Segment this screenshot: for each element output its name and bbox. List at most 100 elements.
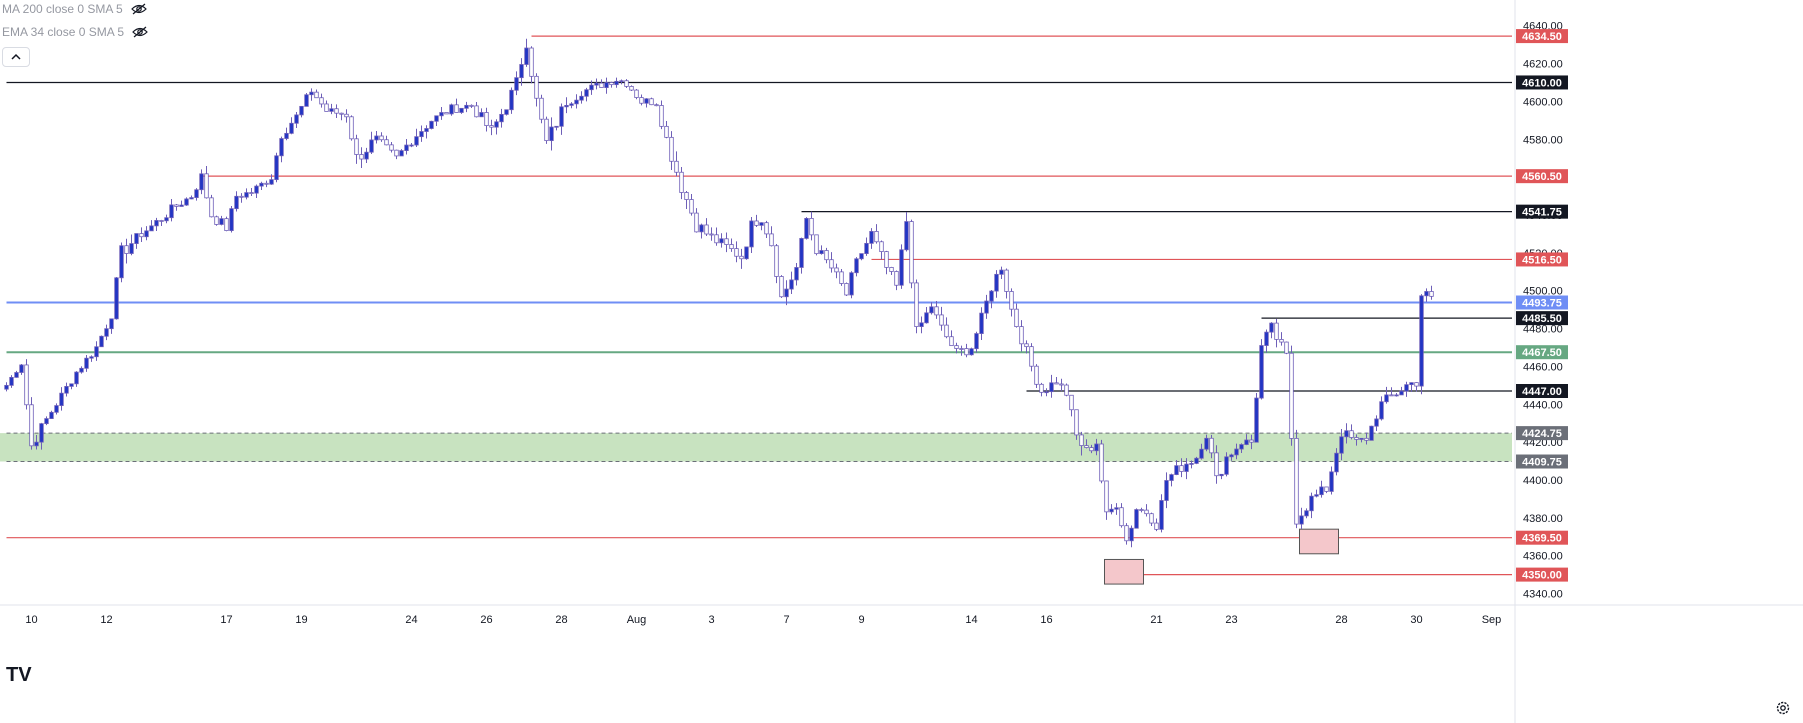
candle-body xyxy=(644,98,649,104)
candle-body xyxy=(1214,452,1219,477)
candle-body xyxy=(1369,425,1374,441)
candle-body xyxy=(369,139,374,153)
candle-body xyxy=(1049,382,1054,393)
candle-body xyxy=(949,336,954,347)
candle-body xyxy=(739,255,744,260)
y-tick-label: 4440.00 xyxy=(1523,399,1563,411)
price-label: 4447.00 xyxy=(1522,386,1562,398)
candle-body xyxy=(1194,457,1199,464)
candle-body xyxy=(869,231,874,244)
candle-body xyxy=(1124,525,1129,542)
candle-body xyxy=(699,224,704,233)
candle-body xyxy=(899,249,904,286)
y-tick-label: 4500.00 xyxy=(1523,286,1563,298)
candle-body xyxy=(704,224,709,235)
candle-body xyxy=(94,346,99,358)
chevron-up-icon xyxy=(11,53,21,60)
candle-body xyxy=(654,104,659,107)
price-label: 4467.50 xyxy=(1522,347,1562,359)
candle-body xyxy=(489,125,494,128)
candle-body xyxy=(754,220,759,226)
x-tick-label: 21 xyxy=(1150,614,1162,626)
candle-body xyxy=(729,244,734,250)
candle-body xyxy=(674,160,679,173)
candle-body xyxy=(629,86,634,91)
x-tick-label: 28 xyxy=(1335,614,1347,626)
candle-body xyxy=(599,82,604,88)
gear-icon[interactable] xyxy=(1775,700,1791,716)
y-tick-label: 4380.00 xyxy=(1523,513,1563,525)
candle-body xyxy=(554,125,559,128)
candle-body xyxy=(259,182,264,187)
price-label-badge xyxy=(1516,454,1568,469)
candle-body xyxy=(1404,384,1409,392)
candle-body xyxy=(299,105,304,116)
candle-body xyxy=(1229,454,1234,458)
indicator-ma200[interactable]: MA 200 close 0 SMA 5 xyxy=(2,2,147,16)
candle-body xyxy=(564,105,569,108)
x-tick-label: Sep xyxy=(1482,614,1502,626)
candle-body xyxy=(1154,522,1159,530)
x-tick-label: 14 xyxy=(965,614,977,626)
y-tick-label: 4600.00 xyxy=(1523,96,1563,108)
x-tick-label: 7 xyxy=(783,614,789,626)
candle-body xyxy=(724,238,729,245)
candle-body xyxy=(459,107,464,113)
candle-body xyxy=(1189,463,1194,465)
candle-body xyxy=(1379,401,1384,420)
candle-body xyxy=(414,136,419,146)
candle-body xyxy=(1149,513,1154,524)
eye-crossed-icon[interactable] xyxy=(130,3,147,15)
indicator-label: MA 200 close 0 SMA 5 xyxy=(2,2,123,16)
y-tick-label: 4400.00 xyxy=(1523,475,1563,487)
x-tick-label: 28 xyxy=(555,614,567,626)
candle-body xyxy=(774,245,779,277)
price-label-badge xyxy=(1516,204,1568,219)
candle-body xyxy=(324,103,329,112)
price-label: 4493.75 xyxy=(1522,298,1562,310)
candle-body xyxy=(914,282,919,327)
candle-body xyxy=(124,245,129,254)
candle-body xyxy=(179,204,184,207)
y-tick-label: 4620.00 xyxy=(1523,59,1563,71)
candle-body xyxy=(604,82,609,88)
candle-body xyxy=(409,144,414,147)
candle-body xyxy=(279,138,284,157)
candle-body xyxy=(209,197,214,218)
candle-body xyxy=(574,99,579,105)
candle-body xyxy=(1384,394,1389,403)
candle-body xyxy=(1179,465,1184,472)
candle-body xyxy=(924,312,929,324)
candle-body xyxy=(854,258,859,274)
candle-body xyxy=(359,154,364,160)
candle-body xyxy=(364,151,369,160)
candle-body xyxy=(679,171,684,193)
collapse-legend-button[interactable] xyxy=(2,47,30,67)
candle-body xyxy=(809,218,814,236)
price-label: 4634.50 xyxy=(1522,31,1562,43)
candle-body xyxy=(549,126,554,142)
candle-body xyxy=(184,198,189,206)
candle-body xyxy=(524,47,529,65)
candle-body xyxy=(344,113,349,118)
price-label-badge xyxy=(1516,311,1568,326)
candle-body xyxy=(964,348,969,356)
candle-body xyxy=(769,233,774,247)
candle-body xyxy=(199,173,204,191)
candle-body xyxy=(69,383,74,387)
candle-body xyxy=(1429,291,1434,297)
x-tick-label: 9 xyxy=(858,614,864,626)
candle-body xyxy=(759,222,764,226)
candles xyxy=(4,38,1434,548)
candle-body xyxy=(1009,291,1014,310)
indicator-ema34[interactable]: EMA 34 close 0 SMA 5 xyxy=(2,25,148,39)
candle-body xyxy=(334,108,339,114)
candle-body xyxy=(144,230,149,238)
eye-crossed-icon[interactable] xyxy=(132,26,148,38)
candle-body xyxy=(994,273,999,292)
candle-body xyxy=(1339,436,1344,454)
candle-body xyxy=(684,192,689,200)
candle-body xyxy=(1084,445,1089,448)
candle-body xyxy=(1169,474,1174,481)
